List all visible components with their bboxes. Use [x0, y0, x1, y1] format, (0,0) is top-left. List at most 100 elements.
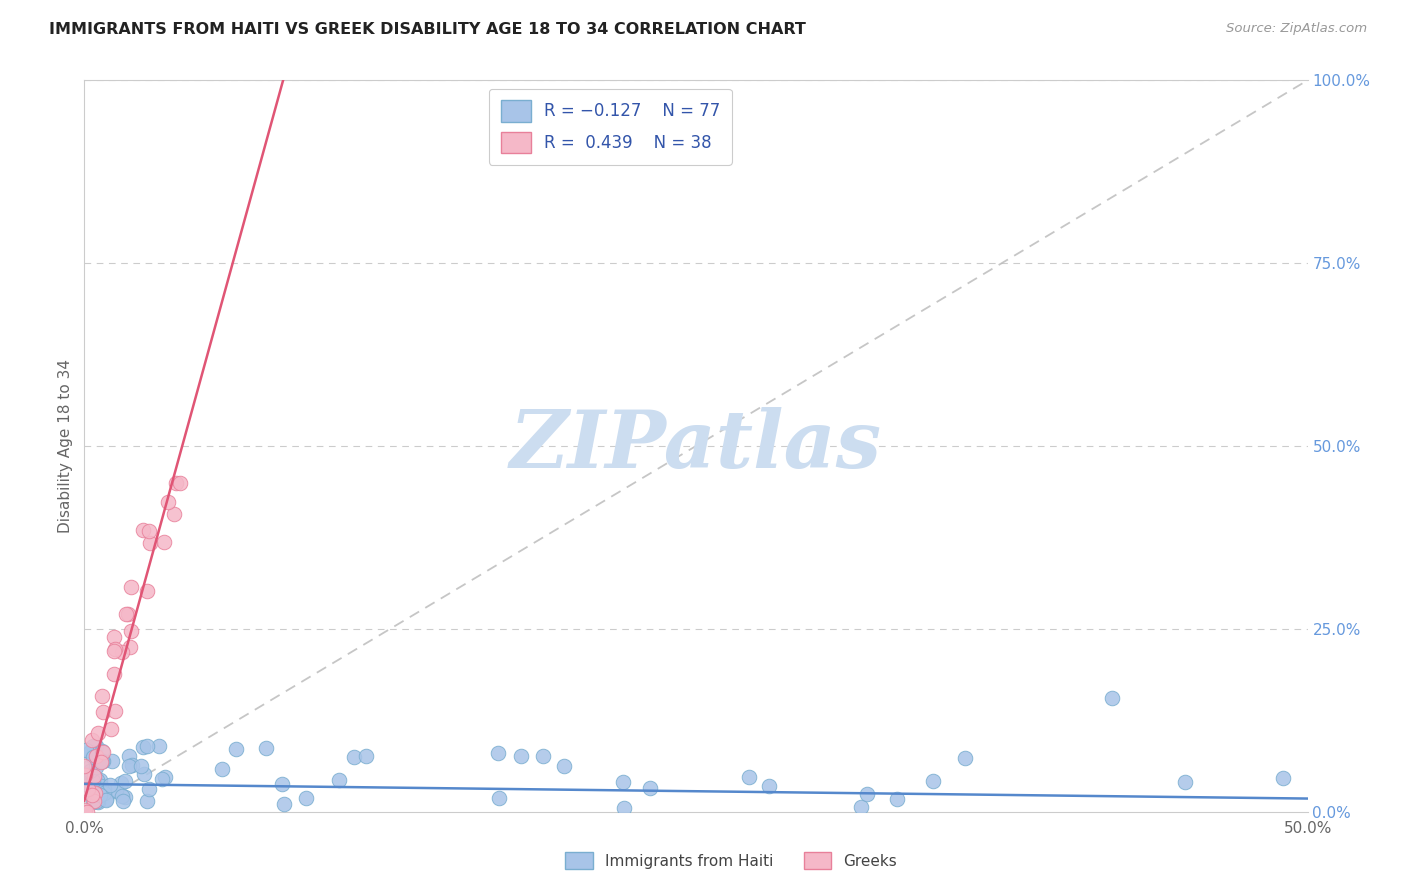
Point: [91, 744, 114, 758]
Point: [89, 780, 111, 794]
Point: [101, 784, 124, 798]
Legend: Immigrants from Haiti, Greeks: Immigrants from Haiti, Greeks: [560, 846, 903, 875]
Point: [132, 523, 155, 537]
Point: [91, 689, 114, 703]
Point: [103, 644, 125, 658]
Point: [153, 534, 176, 549]
Point: [612, 775, 634, 789]
Point: [84, 748, 107, 763]
Point: [156, 495, 179, 509]
Point: [117, 749, 139, 764]
Point: [77, 778, 100, 792]
Point: [138, 782, 160, 797]
Point: [80, 733, 103, 747]
Point: [120, 580, 142, 594]
Point: [104, 642, 127, 657]
Point: [77, 781, 100, 796]
Point: [758, 779, 780, 793]
Point: [136, 739, 159, 753]
Point: [953, 751, 976, 765]
Point: [110, 775, 132, 789]
Point: [271, 777, 294, 791]
Point: [91, 745, 114, 759]
Point: [82, 795, 104, 809]
Point: [1174, 775, 1197, 789]
Point: [111, 645, 134, 659]
Point: [169, 475, 191, 490]
Point: [79, 764, 101, 778]
Point: [105, 783, 128, 797]
Point: [91, 754, 114, 768]
Point: [115, 607, 138, 621]
Point: [531, 749, 554, 764]
Point: [100, 723, 122, 737]
Point: [135, 795, 157, 809]
Point: [100, 754, 122, 768]
Point: [73, 805, 96, 819]
Point: [82, 748, 104, 763]
Point: [111, 794, 134, 808]
Point: [75, 768, 97, 782]
Point: [84, 739, 107, 753]
Point: [98, 778, 121, 792]
Point: [93, 786, 115, 800]
Point: [103, 667, 125, 681]
Point: [343, 749, 366, 764]
Point: [89, 788, 111, 802]
Point: [150, 772, 173, 786]
Point: [79, 758, 101, 772]
Point: [134, 766, 156, 780]
Point: [96, 793, 118, 807]
Point: [139, 536, 162, 550]
Point: [148, 739, 170, 753]
Point: [488, 791, 510, 805]
Point: [129, 759, 152, 773]
Point: [104, 704, 127, 718]
Point: [86, 726, 108, 740]
Point: [84, 787, 107, 801]
Point: [132, 739, 155, 754]
Point: [273, 797, 295, 811]
Point: [82, 739, 104, 753]
Text: Source: ZipAtlas.com: Source: ZipAtlas.com: [1226, 22, 1367, 36]
Point: [86, 773, 108, 788]
Point: [94, 791, 117, 805]
Point: [73, 758, 96, 772]
Point: [114, 774, 136, 789]
Point: [91, 754, 114, 768]
Point: [211, 762, 233, 776]
Point: [82, 774, 104, 789]
Point: [328, 773, 350, 788]
Point: [738, 770, 761, 784]
Point: [75, 743, 97, 757]
Point: [1101, 691, 1123, 706]
Point: [153, 770, 176, 784]
Point: [135, 584, 157, 599]
Point: [138, 524, 160, 538]
Point: [120, 640, 142, 654]
Point: [83, 795, 105, 809]
Point: [110, 789, 132, 804]
Point: [640, 780, 662, 795]
Point: [84, 760, 107, 774]
Point: [166, 475, 188, 490]
Point: [295, 790, 318, 805]
Point: [82, 749, 104, 764]
Point: [162, 507, 184, 521]
Point: [114, 790, 136, 805]
Point: [90, 779, 112, 793]
Point: [91, 705, 114, 719]
Point: [613, 801, 636, 815]
Point: [356, 749, 378, 764]
Point: [86, 794, 108, 808]
Point: [103, 630, 125, 644]
Text: ZIPatlas: ZIPatlas: [510, 408, 882, 484]
Point: [82, 788, 104, 802]
Point: [79, 745, 101, 759]
Point: [117, 607, 139, 622]
Point: [856, 787, 879, 801]
Point: [1272, 771, 1295, 785]
Point: [121, 757, 143, 772]
Legend: R = −0.127    N = 77, R =  0.439    N = 38: R = −0.127 N = 77, R = 0.439 N = 38: [489, 88, 731, 165]
Point: [225, 742, 247, 756]
